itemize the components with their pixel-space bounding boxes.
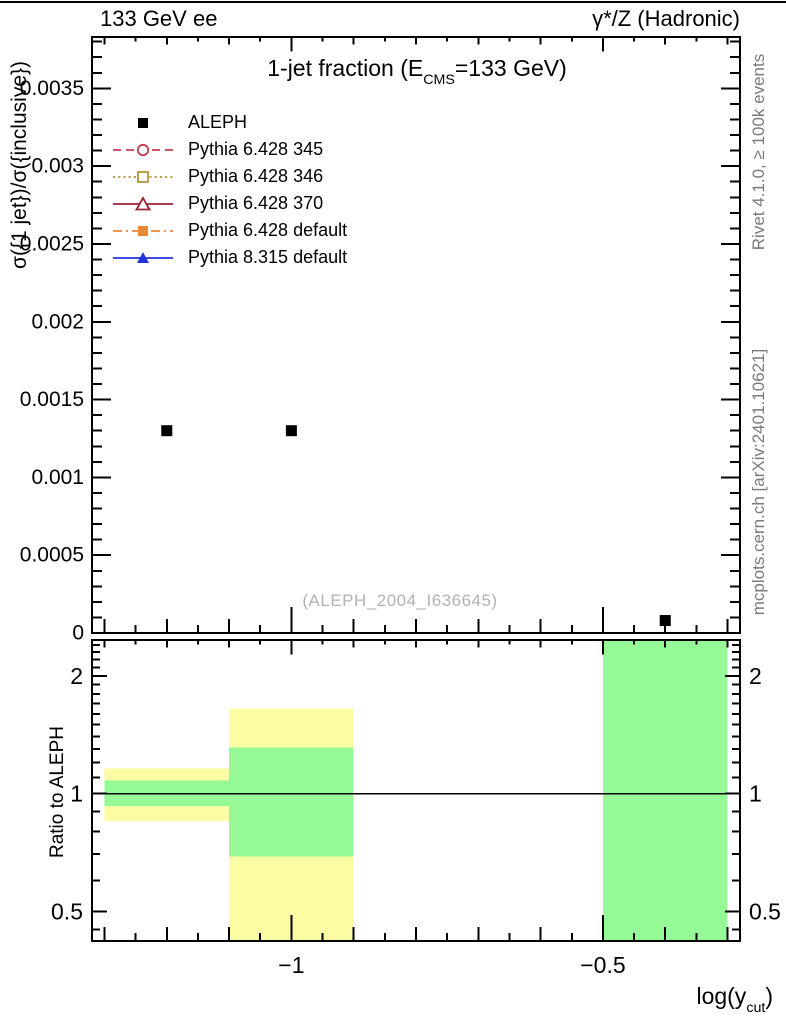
legend-entry: ALEPH: [112, 109, 347, 136]
legend-entry: Pythia 6.428 370: [112, 190, 347, 217]
canvas-top-border: [0, 1, 786, 3]
main-y-tick-label: 0.001: [31, 466, 84, 489]
legend-marker-open-circle-icon: [113, 143, 173, 156]
header-beam-energy: 133 GeV ee: [100, 6, 218, 31]
ratio-y-axis-label: Ratio to ALEPH: [47, 725, 68, 859]
legend-marker-open-square-icon: [113, 170, 173, 183]
data-point: [285, 425, 297, 437]
legend-label: ALEPH: [188, 112, 248, 132]
legend-marker-filled-triangle-icon: [113, 251, 173, 263]
legend-entry: Pythia 6.428 default: [112, 217, 347, 244]
plot-title-subscript: CMS: [423, 71, 455, 88]
ratio-y-tick-label-right: 0.5: [749, 898, 781, 924]
rivet-version-note: Rivet 4.1.0, ≥ 100k events: [749, 53, 768, 251]
legend-label: Pythia 6.428 370: [188, 193, 324, 213]
data-point: [659, 615, 671, 627]
x-axis-label-subscript: cut: [746, 999, 766, 1016]
legend-entry: Pythia 8.315 default: [112, 244, 347, 271]
x-axis-label: log(ycut): [696, 983, 773, 1016]
mcplots-attribution: mcplots.cern.ch [arXiv:2401.10621]: [749, 348, 768, 616]
ratio-y-tick-label-right: 2: [749, 663, 762, 689]
plot-title: 1-jet fraction (ECMS=133 GeV): [267, 55, 567, 88]
ratio-y-tick-label-left: 0.5: [51, 898, 83, 924]
main-y-tick-label: 0.0025: [20, 232, 84, 255]
uncertainty-band-green: [602, 640, 728, 941]
main-y-tick-label: 0: [72, 622, 84, 645]
x-tick-label: −1: [278, 952, 304, 978]
legend: ALEPH Pythia 6.428 345 Pythia 6.428 346 Pyt…: [112, 109, 347, 271]
legend-entry: Pythia 6.428 345: [112, 136, 347, 163]
main-y-tick-label: 0.0035: [20, 77, 84, 100]
main-y-tick-label: 0.0005: [20, 544, 84, 567]
watermark-analysis-id: (ALEPH_2004_I636645): [302, 591, 498, 610]
legend-marker-open-triangle-icon: [113, 195, 173, 210]
legend-marker-filled-square-icon: [113, 225, 173, 236]
main-y-tick-label: 0.002: [31, 310, 84, 333]
uncertainty-band-green: [229, 747, 354, 857]
ratio-y-tick-label-left: 1: [70, 781, 83, 807]
legend-label: Pythia 6.428 346: [188, 166, 324, 186]
legend-label: Pythia 8.315 default: [188, 247, 348, 267]
main-y-tick-label: 0.0015: [20, 388, 84, 411]
plot-title-post: =133 GeV): [454, 55, 567, 81]
data-point: [161, 425, 173, 437]
plot-title-pre: 1-jet fraction (E: [267, 55, 424, 81]
ratio-y-tick-label-left: 2: [70, 663, 83, 689]
x-tick-label: −0.5: [580, 952, 625, 978]
main-y-axis-label: σ({1 jet})/σ({inclusive}): [8, 60, 31, 270]
legend-marker-filled-square-icon: [138, 117, 148, 128]
x-axis-label-pre: log(y: [696, 983, 747, 1009]
legend-label: Pythia 6.428 default: [188, 220, 348, 240]
legend-entry: Pythia 6.428 346: [112, 163, 347, 190]
main-y-tick-label: 0.003: [31, 155, 84, 178]
header-process: γ*/Z (Hadronic): [592, 6, 740, 31]
x-axis-label-post: ): [765, 983, 773, 1009]
ratio-y-tick-label-right: 1: [749, 781, 762, 807]
legend-label: Pythia 6.428 345: [188, 139, 324, 159]
